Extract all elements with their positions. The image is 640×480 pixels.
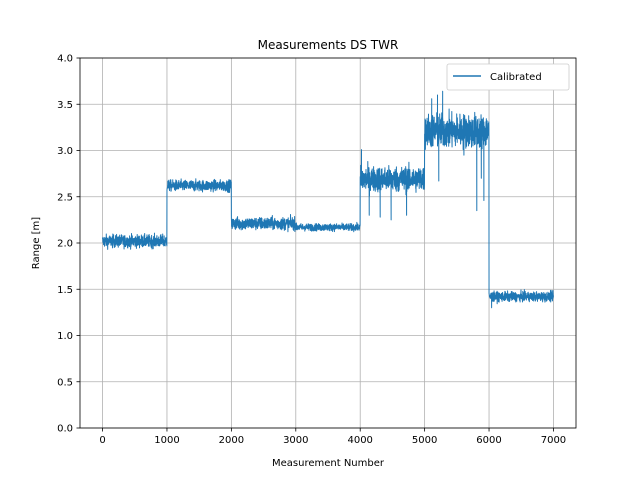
y-axis-ticks: 0.0 0.5 1.0 1.5 2.0 2.5 3.0 3.5 4.0: [57, 54, 80, 435]
y-tick-label: 1.0: [57, 331, 73, 342]
y-axis-label: Range [m]: [31, 217, 42, 270]
data-series-calibrated: [102, 90, 554, 309]
x-axis-ticks: 0 1000 2000 3000 4000 5000 6000 7000: [99, 428, 566, 446]
legend: Calibrated: [446, 63, 570, 91]
chart-title: Measurements DS TWR: [258, 38, 399, 52]
x-tick-label: 5000: [412, 435, 437, 446]
x-tick-label: 6000: [476, 435, 501, 446]
y-tick-label: 2.0: [57, 239, 73, 250]
x-axis-label: Measurement Number: [272, 458, 385, 469]
y-tick-label: 0.0: [57, 424, 73, 435]
legend-label-calibrated: Calibrated: [490, 72, 542, 83]
y-tick-label: 3.0: [57, 146, 73, 157]
x-tick-label: 3000: [283, 435, 308, 446]
y-tick-label: 1.5: [57, 285, 73, 296]
series-line-calibrated: [102, 90, 554, 309]
x-tick-label: 0: [99, 435, 105, 446]
y-tick-label: 0.5: [57, 377, 73, 388]
x-tick-label: 7000: [541, 435, 566, 446]
x-tick-label: 2000: [219, 435, 244, 446]
y-tick-label: 4.0: [57, 54, 73, 65]
y-tick-label: 3.5: [57, 100, 73, 111]
legend-box: [446, 63, 570, 91]
x-tick-label: 1000: [154, 435, 179, 446]
y-tick-label: 2.5: [57, 192, 73, 203]
x-tick-label: 4000: [347, 435, 372, 446]
